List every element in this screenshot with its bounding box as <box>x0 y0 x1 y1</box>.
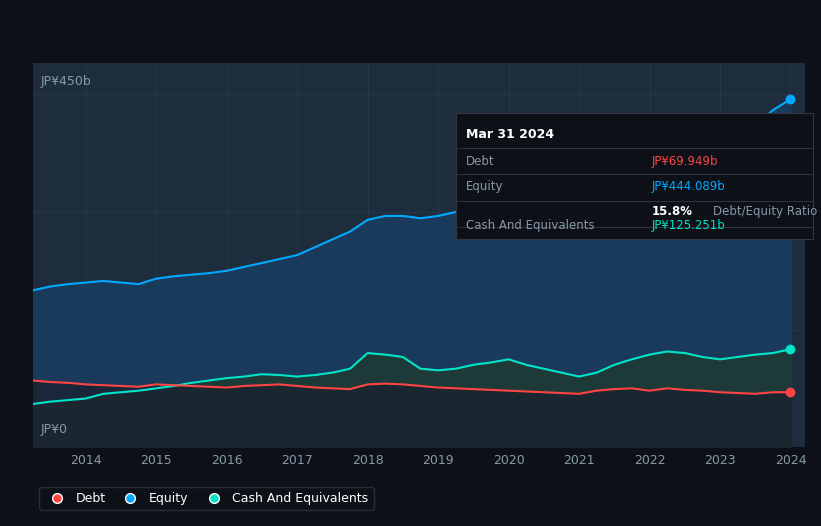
Legend: Debt, Equity, Cash And Equivalents: Debt, Equity, Cash And Equivalents <box>39 487 374 510</box>
Text: JP¥125.251b: JP¥125.251b <box>652 219 726 232</box>
Text: 15.8%: 15.8% <box>652 205 693 218</box>
Text: Mar 31 2024: Mar 31 2024 <box>466 128 554 141</box>
Text: JP¥0: JP¥0 <box>40 422 67 436</box>
Text: Debt/Equity Ratio: Debt/Equity Ratio <box>713 205 817 218</box>
Text: JP¥69.949b: JP¥69.949b <box>652 155 718 168</box>
Text: Cash And Equivalents: Cash And Equivalents <box>466 219 595 232</box>
Text: JP¥444.089b: JP¥444.089b <box>652 180 726 193</box>
Text: JP¥450b: JP¥450b <box>40 75 91 88</box>
Text: Equity: Equity <box>466 180 504 193</box>
Text: Debt: Debt <box>466 155 495 168</box>
